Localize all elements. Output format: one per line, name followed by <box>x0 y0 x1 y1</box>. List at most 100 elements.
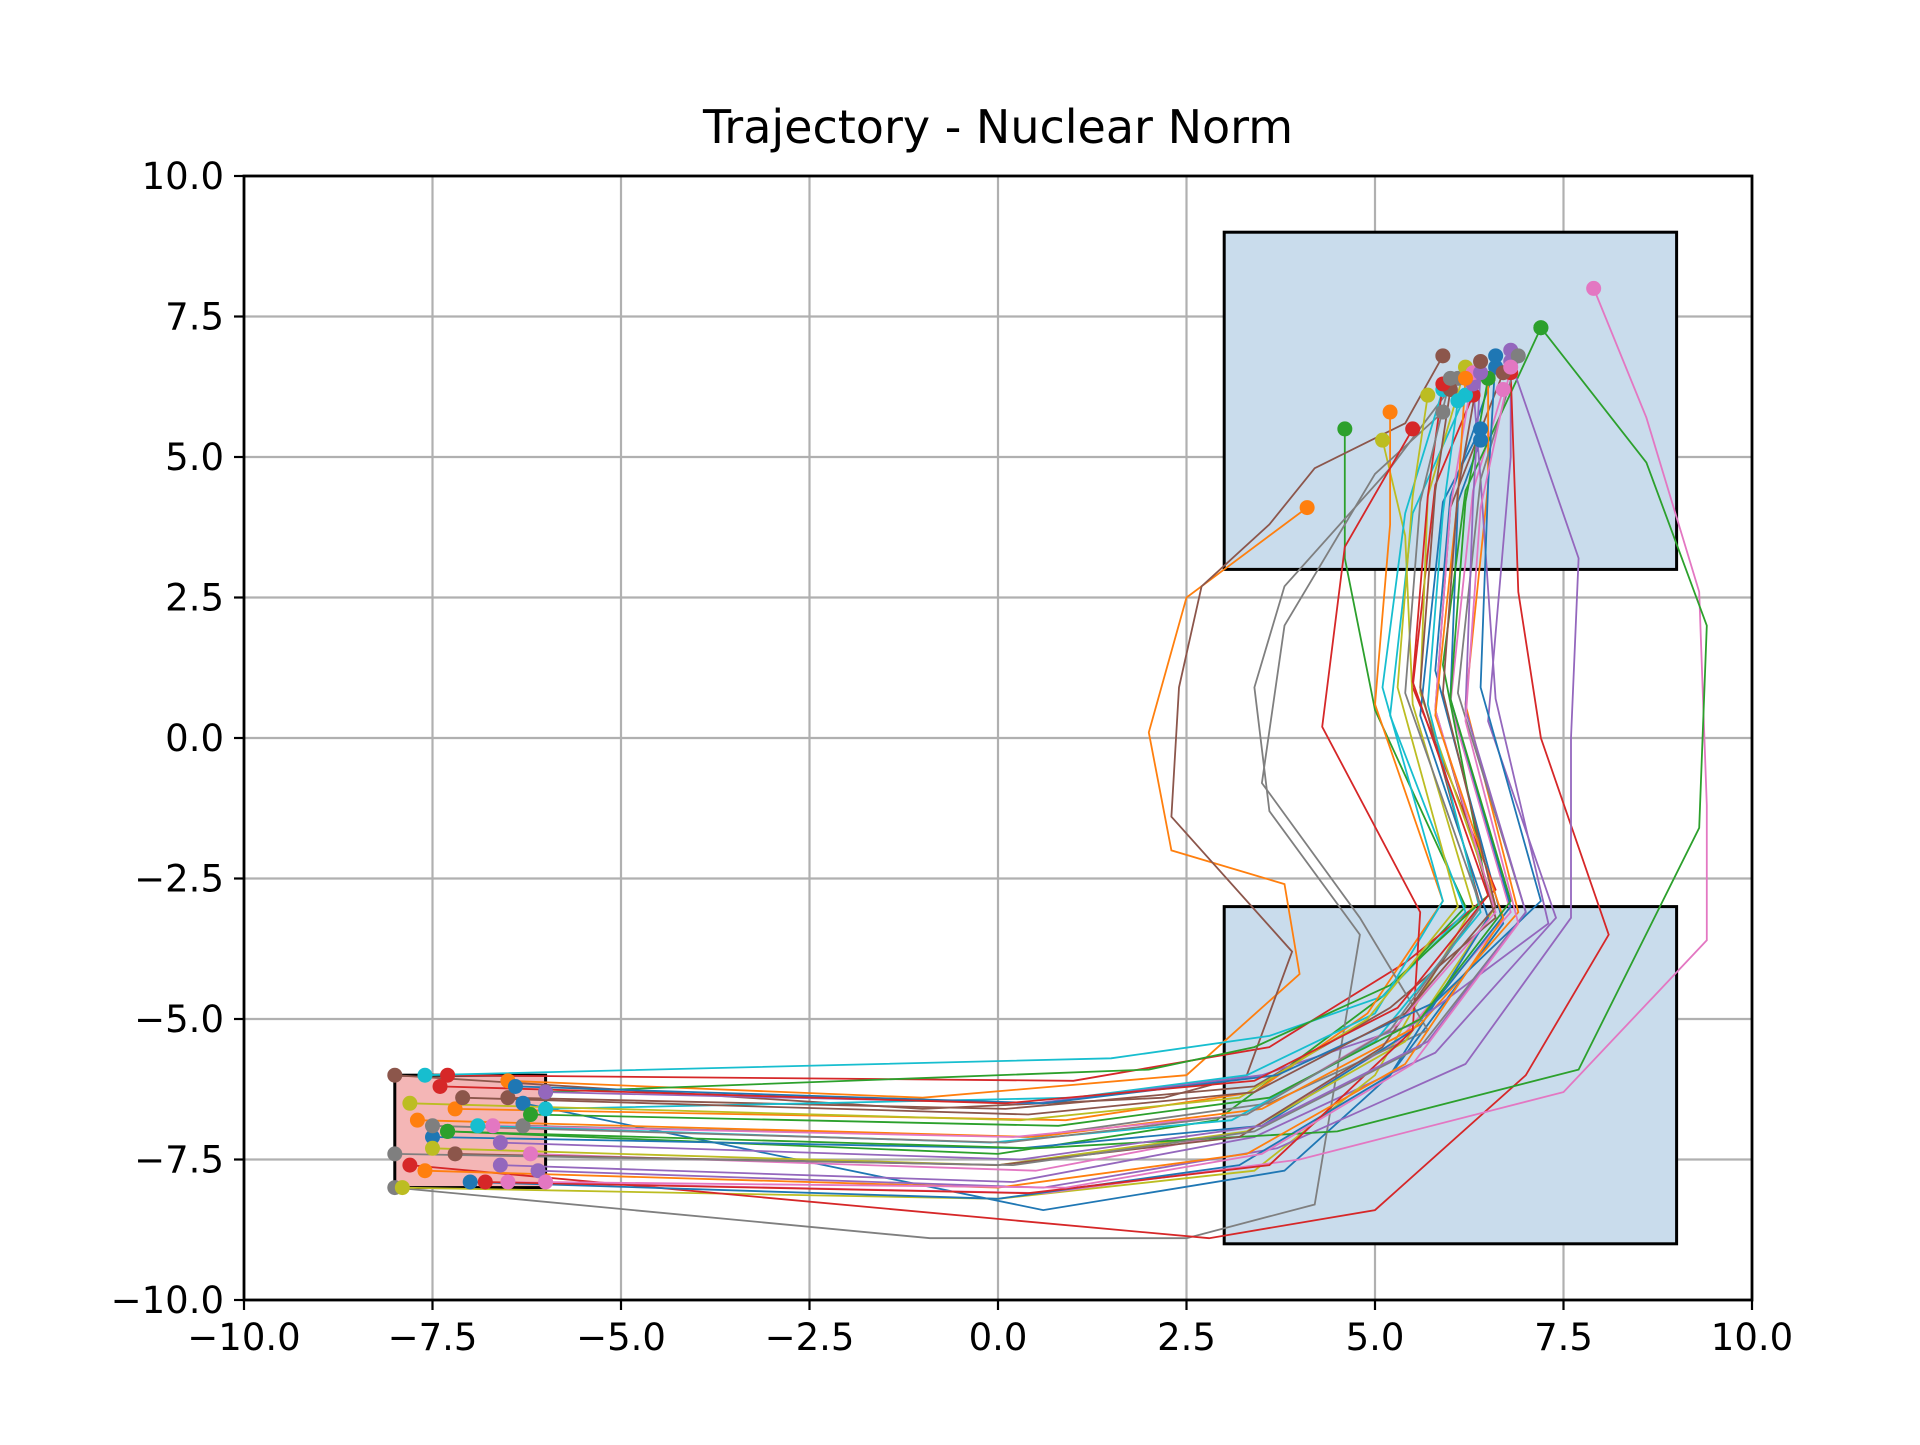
trajectory-start-point-35 <box>455 1090 471 1106</box>
trajectory-line-22 <box>447 327 1708 1150</box>
trajectory-line-14 <box>538 361 1580 1189</box>
trajectory-line-11 <box>455 412 1444 1122</box>
trajectory-start-point-16 <box>500 1174 516 1190</box>
x-tick-label-2: −5.0 <box>576 1316 666 1359</box>
trajectory-line-33 <box>439 383 1490 1105</box>
trajectory-start-point-14 <box>530 1163 546 1179</box>
trajectory-line-25 <box>455 389 1482 1167</box>
trajectory-start-point-20 <box>462 1174 478 1190</box>
trajectory-line-26 <box>492 372 1497 1138</box>
x-tick-label-7: 7.5 <box>1534 1316 1593 1359</box>
trajectory-end-point-8 <box>1375 432 1391 448</box>
trajectory-line-35 <box>462 361 1497 1116</box>
trajectory-end-point-11 <box>1382 404 1398 420</box>
y-tick-label-3: −2.5 <box>134 858 224 901</box>
trajectory-start-point-26 <box>485 1118 501 1134</box>
y-tick-label-7: 7.5 <box>165 296 224 339</box>
trajectory-start-point-31 <box>417 1163 433 1179</box>
x-tick-label-5: 2.5 <box>1157 1316 1216 1359</box>
trajectories <box>387 280 1708 1240</box>
trajectory-start-point-19 <box>538 1101 554 1117</box>
trajectory-end-point-37 <box>1442 370 1458 386</box>
x-tick-label-6: 5.0 <box>1346 1316 1405 1359</box>
trajectory-start-point-13 <box>402 1157 418 1173</box>
trajectory-line-30 <box>515 355 1542 1105</box>
x-tick-label-3: −2.5 <box>765 1316 855 1359</box>
trajectory-start-point-24 <box>538 1084 554 1100</box>
x-tick-label-1: −7.5 <box>388 1316 478 1359</box>
trajectory-start-point-29 <box>470 1118 486 1134</box>
trajectory-start-point-36 <box>538 1174 554 1190</box>
trajectory-end-point-29 <box>1450 393 1466 409</box>
trajectory-start-point-23 <box>477 1174 493 1190</box>
x-tick-label-8: 10.0 <box>1711 1316 1793 1359</box>
trajectory-end-point-10 <box>1473 432 1489 448</box>
trajectory-start-point-28 <box>402 1095 418 1111</box>
trajectory-start-point-5 <box>387 1067 403 1083</box>
y-tick-label-4: 0.0 <box>165 717 224 760</box>
trajectory-line-20 <box>470 428 1490 1200</box>
trajectory-start-point-33 <box>432 1078 448 1094</box>
trajectory-start-point-8 <box>394 1180 410 1196</box>
trajectory-line-12 <box>545 327 1542 1093</box>
trajectory-line-7 <box>394 377 1459 1240</box>
trajectory-start-point-22 <box>440 1123 456 1139</box>
chart-title: Trajectory - Nuclear Norm <box>702 100 1294 154</box>
trajectory-start-point-37 <box>425 1118 440 1134</box>
trajectory-end-point-31 <box>1457 370 1473 386</box>
axes: −10.0 −7.5 −5.0 −2.5 0.0 2.5 5.0 7.5 10.0 −10.0 −7… <box>111 155 1794 1359</box>
trajectory-end-point-27 <box>1510 348 1526 364</box>
trajectory-end-point-23 <box>1405 421 1421 437</box>
trajectory-start-point-3 <box>440 1067 456 1083</box>
trajectory-end-point-30 <box>1488 348 1504 364</box>
trajectory-start-point-30 <box>507 1078 523 1094</box>
trajectory-end-point-22 <box>1533 320 1549 336</box>
y-tick-label-2: −5.0 <box>134 998 224 1041</box>
trajectory-line-23 <box>485 428 1422 1195</box>
trajectory-line-37 <box>432 378 1482 1144</box>
trajectory-start-point-17 <box>515 1118 531 1134</box>
trajectory-line-32 <box>530 378 1512 1127</box>
trajectory-end-point-36 <box>1503 359 1519 375</box>
trajectory-end-point-28 <box>1420 387 1436 403</box>
trajectory-end-point-34 <box>1473 365 1489 381</box>
trajectory-line-17 <box>522 411 1444 1138</box>
trajectory-start-point-6 <box>523 1146 539 1162</box>
trajectory-start-point-0 <box>515 1095 531 1111</box>
trajectory-line-1 <box>507 506 1308 1099</box>
trajectory-start-point-27 <box>387 1146 403 1162</box>
trajectory-start-point-11 <box>447 1101 463 1117</box>
trajectory-start-point-15 <box>500 1090 516 1106</box>
trajectory-end-point-20 <box>1473 421 1489 437</box>
trajectory-end-point-17 <box>1435 404 1451 420</box>
y-tick-label-8: 10.0 <box>142 155 224 198</box>
trajectory-end-point-2 <box>1337 421 1353 437</box>
trajectory-line-36 <box>545 366 1520 1189</box>
trajectory-line-27 <box>394 355 1527 1167</box>
trajectory-start-point-4 <box>492 1157 508 1173</box>
trajectory-start-point-18 <box>425 1140 440 1156</box>
trajectory-end-point-5 <box>1435 348 1451 364</box>
y-tick-label-6: 5.0 <box>165 436 224 479</box>
trajectory-end-point-16 <box>1586 280 1602 296</box>
trajectory-start-point-34 <box>492 1135 508 1151</box>
regions <box>393 230 1679 1246</box>
trajectory-start-point-32 <box>523 1107 539 1123</box>
trajectory-end-point-35 <box>1473 353 1489 369</box>
trajectory-start-point-9 <box>417 1067 433 1083</box>
trajectory-line-13 <box>409 372 1610 1240</box>
trajectory-end-point-6 <box>1495 382 1511 398</box>
y-tick-label-0: −10.0 <box>111 1279 224 1322</box>
trajectory-line-5 <box>394 355 1444 1110</box>
trajectory-line-28 <box>409 395 1459 1122</box>
y-tick-label-5: 2.5 <box>165 577 224 620</box>
y-tick-label-1: −7.5 <box>134 1139 224 1182</box>
trajectory-line-3 <box>447 394 1497 1082</box>
trajectory-line-34 <box>500 372 1527 1161</box>
x-tick-label-0: −10.0 <box>187 1316 300 1359</box>
trajectory-line-10 <box>432 439 1512 1150</box>
trajectory-start-point-10 <box>425 1129 440 1145</box>
trajectory-start-point-25 <box>447 1146 463 1162</box>
